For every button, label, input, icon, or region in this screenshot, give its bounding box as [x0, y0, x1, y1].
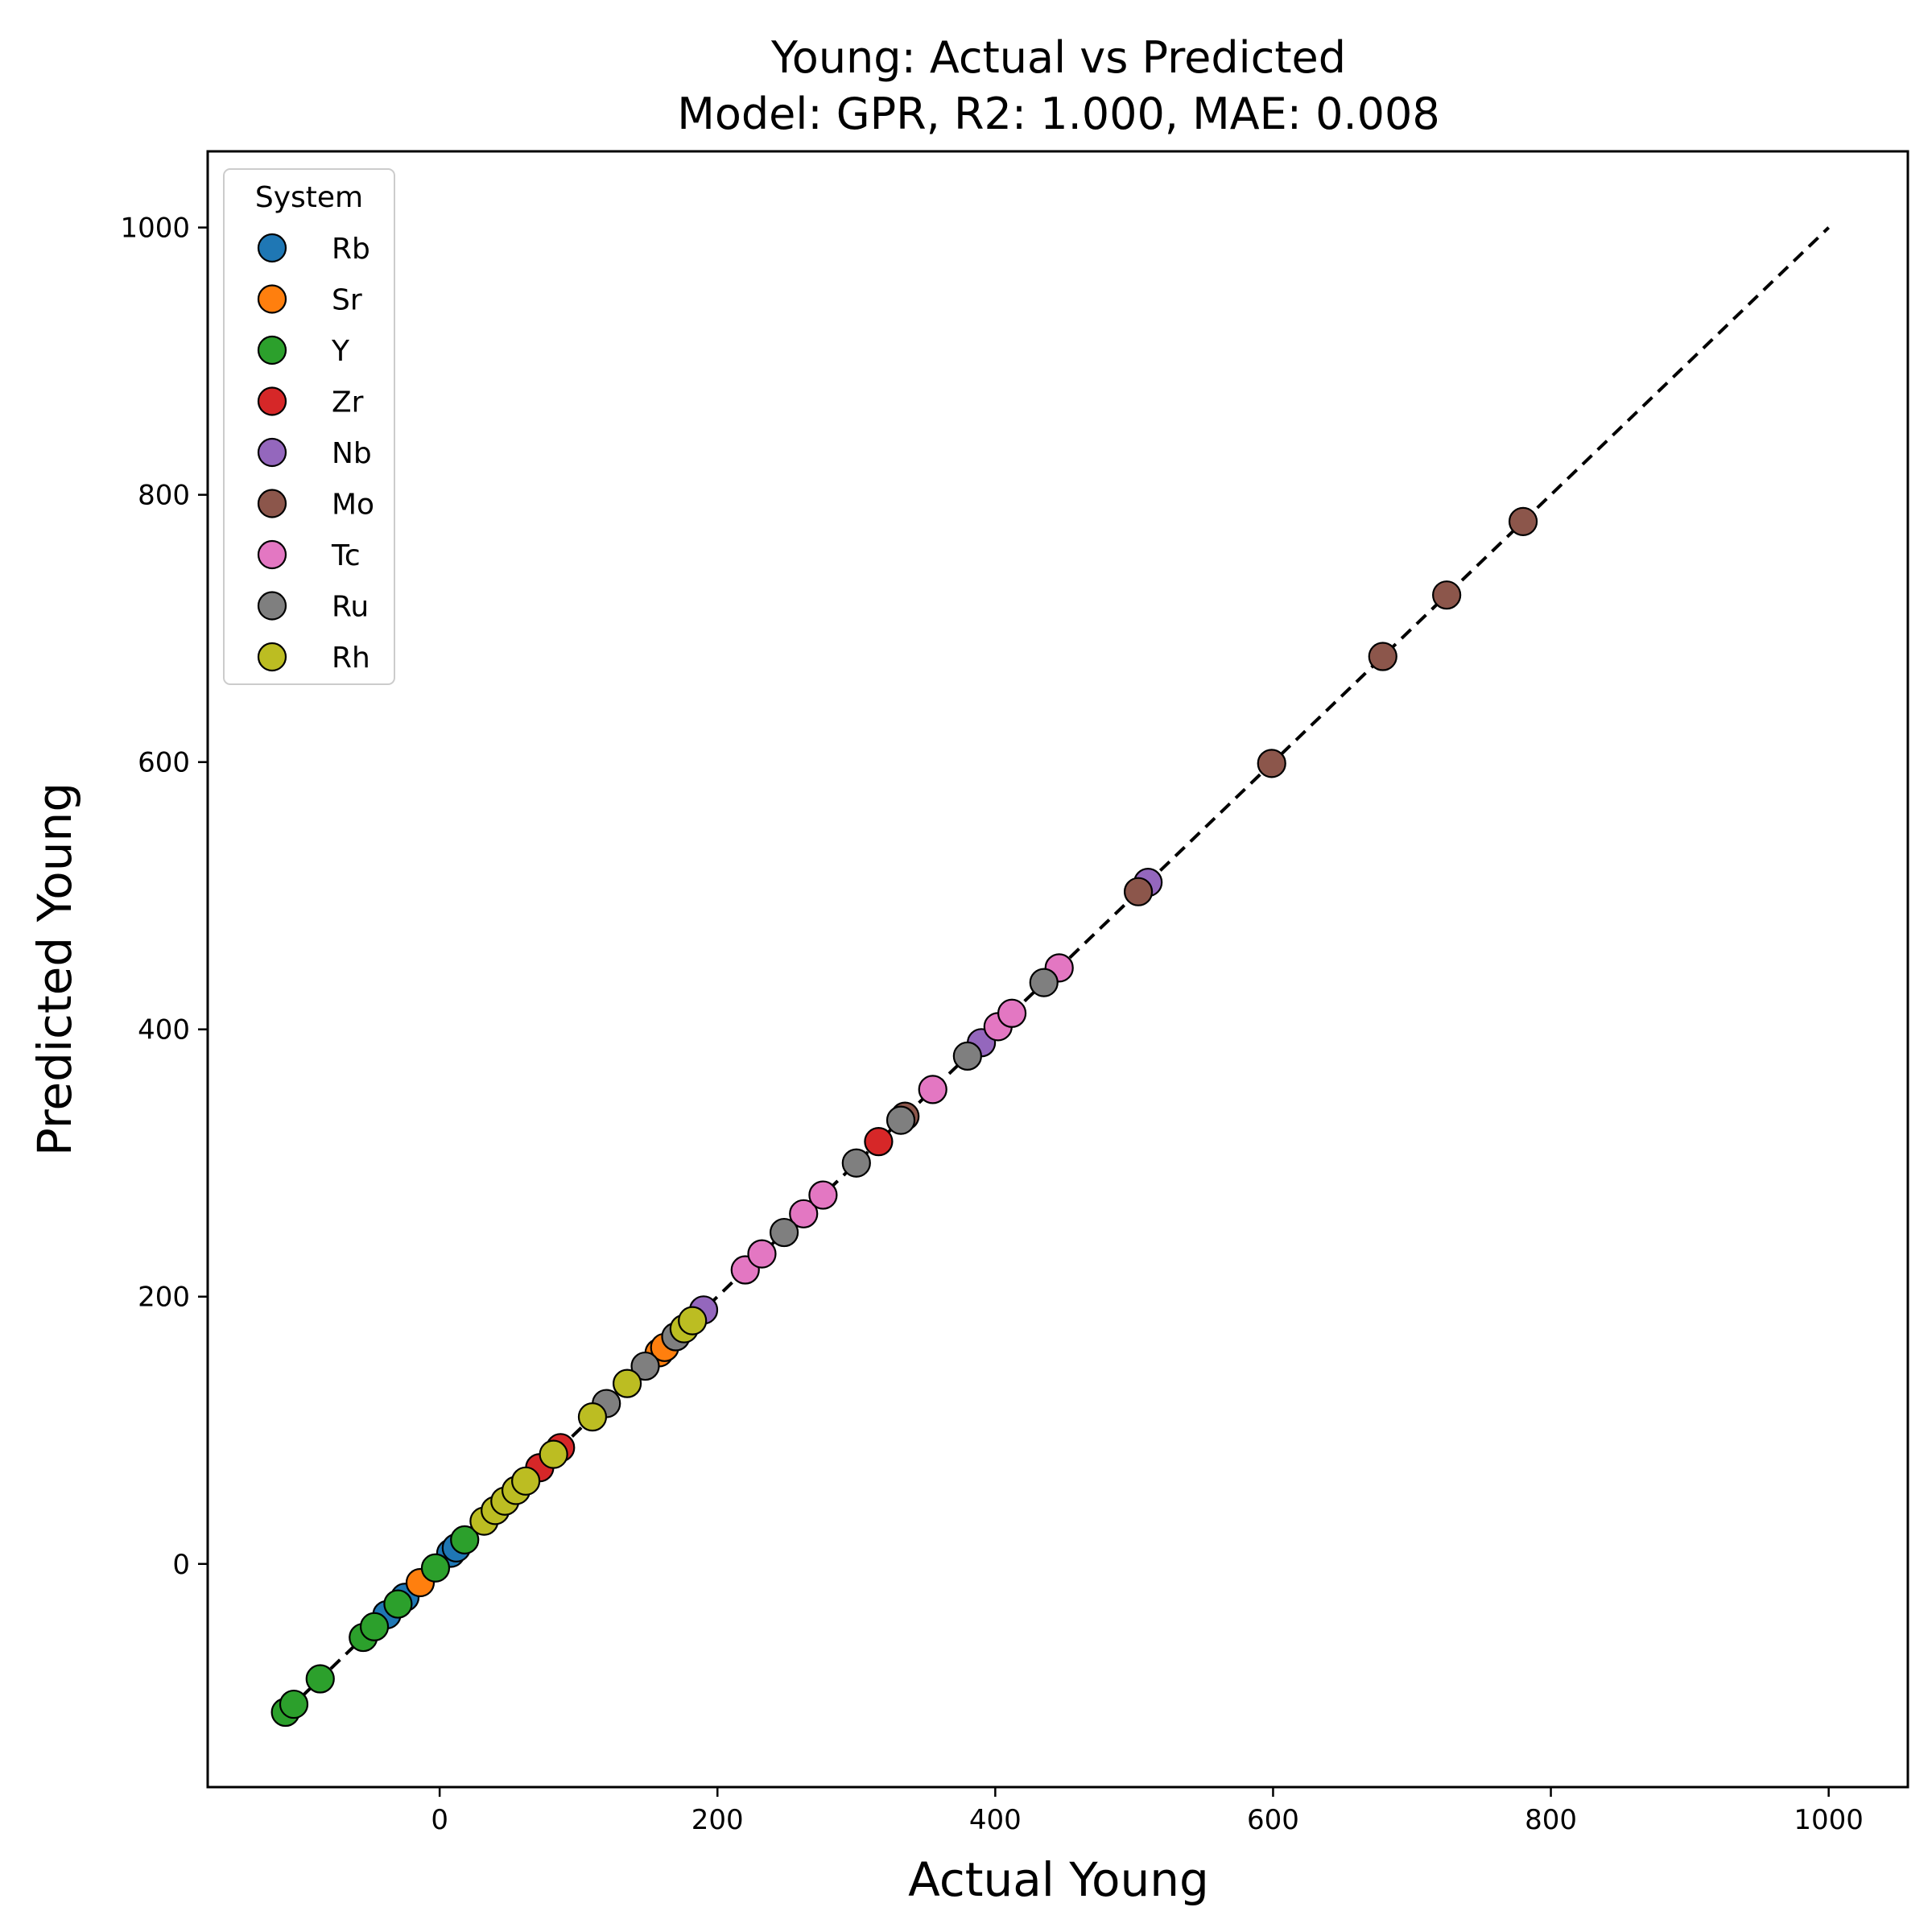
- legend-title: System: [255, 181, 363, 214]
- legend-label-rb: Rb: [332, 233, 370, 266]
- x-axis-label: Actual Young: [908, 1852, 1209, 1907]
- data-point-rh: [539, 1439, 568, 1469]
- data-point-ru: [886, 1105, 916, 1135]
- data-point-rh: [511, 1466, 541, 1496]
- x-tick-label: 800: [1525, 1804, 1577, 1836]
- x-tick-label: 400: [969, 1804, 1022, 1836]
- data-point-tc: [747, 1239, 777, 1269]
- legend-marker-zr: [257, 386, 287, 416]
- data-point-mo: [1368, 642, 1397, 671]
- legend-marker-tc: [257, 539, 287, 570]
- data-point-ru: [841, 1148, 871, 1178]
- data-point-y: [359, 1612, 390, 1641]
- data-point-mo: [1123, 877, 1154, 906]
- y-tick-label: 600: [138, 747, 190, 779]
- y-tick-label: 200: [138, 1282, 190, 1314]
- data-point-rh: [577, 1402, 608, 1432]
- y-tick-label: 1000: [120, 213, 190, 245]
- legend-marker-rb: [257, 233, 287, 263]
- legend-label-mo: Mo: [332, 489, 374, 522]
- y-tick-label: 800: [138, 480, 190, 512]
- x-tick-label: 600: [1247, 1804, 1299, 1836]
- legend-marker-mo: [257, 489, 287, 518]
- data-point-rh: [678, 1306, 708, 1335]
- data-point-y: [420, 1553, 451, 1583]
- data-point-mo: [1257, 749, 1286, 778]
- data-point-tc: [997, 998, 1027, 1028]
- data-point-ru: [630, 1351, 660, 1381]
- data-points: [270, 506, 1538, 1728]
- data-point-ru: [952, 1041, 982, 1071]
- legend-label-tc: Tc: [331, 539, 361, 572]
- data-point-y: [279, 1689, 309, 1719]
- data-point-y: [383, 1589, 413, 1619]
- legend-label-rh: Rh: [332, 642, 370, 675]
- legend-label-ru: Ru: [332, 591, 369, 624]
- plot-frame: [206, 150, 1909, 1789]
- x-tick-label: 0: [431, 1804, 448, 1836]
- legend-label-sr: Sr: [332, 284, 362, 317]
- y-tick-label: 400: [138, 1014, 190, 1046]
- data-point-tc: [808, 1180, 838, 1210]
- chart-title: Young: Actual vs Predicted: [770, 32, 1346, 83]
- legend: System Rb Sr Y Zr Nb Mo Tc Ru Rh: [223, 168, 395, 685]
- data-point-mo: [1432, 580, 1462, 610]
- data-point-ru: [769, 1217, 799, 1248]
- x-tick-label: 200: [691, 1804, 744, 1836]
- data-point-mo: [1508, 506, 1538, 536]
- axis-ticks: 0 200 400 600 800 1000 0 200 400 600 800 1000: [120, 213, 1863, 1836]
- data-point-tc: [918, 1075, 947, 1104]
- data-point-ru: [1029, 968, 1059, 997]
- legend-marker-sr: [257, 284, 287, 314]
- legend-label-y: Y: [331, 335, 350, 368]
- data-point-tc: [789, 1199, 819, 1228]
- legend-marker-y: [257, 335, 287, 365]
- data-point-zr: [864, 1127, 894, 1157]
- y-tick-label: 0: [172, 1549, 190, 1581]
- y-axis-label: Predicted Young: [27, 782, 82, 1156]
- chart-subtitle: Model: GPR, R2: 1.000, MAE: 0.008: [677, 89, 1440, 139]
- legend-marker-ru: [257, 591, 287, 621]
- legend-label-zr: Zr: [332, 386, 364, 419]
- legend-marker-rh: [257, 642, 287, 672]
- legend-label-nb: Nb: [332, 437, 372, 470]
- data-point-y: [305, 1664, 335, 1694]
- data-point-y: [450, 1525, 480, 1554]
- x-tick-label: 1000: [1794, 1804, 1864, 1836]
- data-point-rh: [612, 1368, 642, 1398]
- legend-marker-nb: [257, 437, 287, 468]
